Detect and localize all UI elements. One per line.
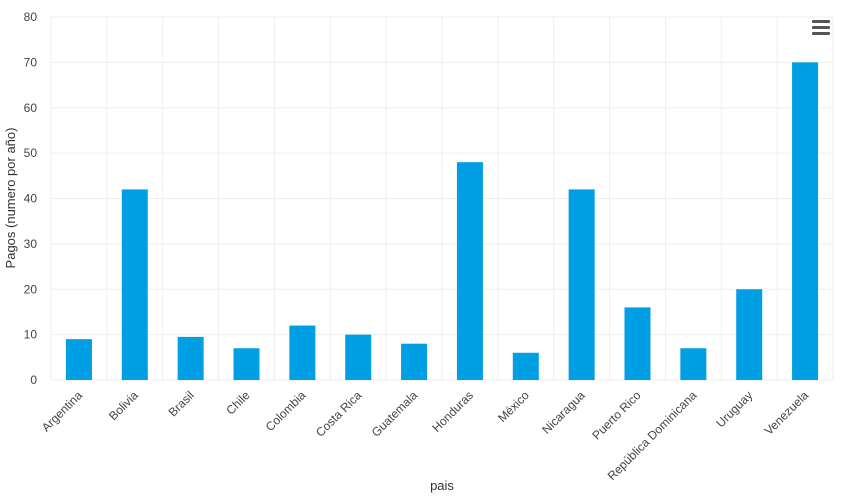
y-axis-title: Pagos (numero por año): [3, 128, 18, 269]
bar-nicaragua[interactable]: [568, 189, 595, 380]
bar-bolivia[interactable]: [121, 189, 148, 380]
bar-honduras[interactable]: [456, 162, 483, 380]
grid-lines: [50, 16, 834, 381]
bar-colombia[interactable]: [289, 325, 316, 380]
x-tick-label: Guatemala: [369, 388, 421, 440]
y-tick-label: 80: [24, 10, 38, 24]
menu-icon[interactable]: [812, 20, 830, 36]
y-tick-label: 0: [30, 373, 37, 387]
x-tick-label: Puerto Rico: [589, 388, 643, 442]
y-tick-labels: 0 10 20 30 40 50 60 70 80: [24, 10, 38, 387]
bar-venezuela[interactable]: [792, 62, 819, 380]
bar-chile[interactable]: [233, 348, 260, 380]
bar-costa-rica[interactable]: [345, 334, 372, 380]
y-tick-label: 70: [24, 55, 38, 69]
x-tick-label: Honduras: [429, 388, 476, 435]
y-tick-label: 10: [24, 328, 38, 342]
x-tick-label: Costa Rica: [313, 388, 365, 440]
y-tick-label: 40: [24, 192, 38, 206]
bar-uruguay[interactable]: [736, 289, 763, 380]
bar-brasil[interactable]: [177, 336, 204, 380]
x-tick-label: Uruguay: [713, 388, 755, 430]
x-axis-title: pais: [430, 478, 454, 493]
bar-guatemala[interactable]: [401, 343, 428, 380]
x-tick-label: Colombia: [263, 388, 309, 434]
x-tick-label: Chile: [223, 388, 252, 417]
bar-república-dominicana[interactable]: [680, 348, 707, 380]
x-tick-label: Nicaragua: [539, 388, 588, 437]
bars: [65, 62, 819, 380]
x-tick-label: Brasil: [166, 388, 197, 419]
x-tick-label: Venezuela: [762, 388, 812, 438]
y-tick-label: 30: [24, 237, 38, 251]
x-tick-label: México: [495, 388, 532, 425]
y-tick-label: 20: [24, 282, 38, 296]
x-tick-label: Bolivia: [106, 388, 141, 423]
bar-argentina[interactable]: [65, 339, 92, 380]
y-tick-label: 50: [24, 146, 38, 160]
y-tick-label: 60: [24, 101, 38, 115]
x-tick-labels: Argentina Bolivia Brasil Chile Colombia Costa…: [39, 388, 812, 483]
bar-méxico[interactable]: [512, 352, 539, 380]
bar-puerto-rico[interactable]: [624, 307, 651, 380]
x-tick-label: Argentina: [39, 388, 85, 434]
